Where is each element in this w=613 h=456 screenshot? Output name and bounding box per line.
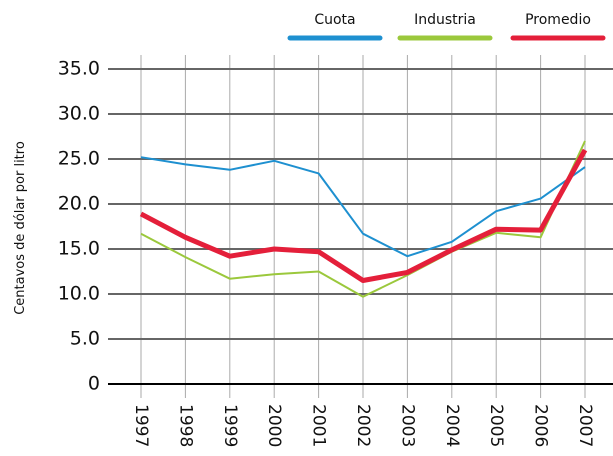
x-tick-label: 2003 — [397, 404, 417, 447]
x-tick-label: 2007 — [575, 404, 595, 447]
series-line — [140, 156, 586, 258]
x-tick-label: 2001 — [309, 404, 329, 447]
x-tick-label: 2004 — [442, 404, 462, 447]
x-tick-label: 2006 — [531, 404, 551, 447]
legend-label: Cuota — [314, 12, 355, 28]
y-tick-label: 20.0 — [58, 193, 100, 215]
y-tick-label: 10.0 — [58, 283, 100, 305]
series-line — [139, 148, 588, 283]
y-tick-label: 35.0 — [58, 58, 100, 80]
x-tick-label: 2005 — [486, 404, 506, 447]
y-tick-label: 30.0 — [58, 103, 100, 125]
legend-label: Promedio — [525, 12, 591, 28]
y-tick-label: 25.0 — [58, 148, 100, 170]
x-tick-label: 1997 — [131, 404, 151, 447]
y-tick-label: 5.0 — [70, 328, 100, 350]
y-tick-label: 15.0 — [58, 238, 100, 260]
x-tick-label: 2000 — [264, 404, 284, 447]
y-axis-label: Centavos de dólar por litro — [13, 141, 28, 315]
legend-label: Industria — [414, 12, 476, 28]
y-tick-label: 0 — [88, 373, 100, 395]
x-tick-label: 1999 — [220, 404, 240, 447]
x-tick-label: 2002 — [353, 404, 373, 447]
series-line — [140, 140, 586, 298]
x-tick-label: 1998 — [175, 404, 195, 447]
